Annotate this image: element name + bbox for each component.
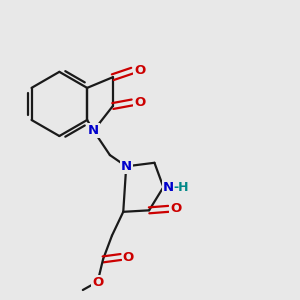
Text: O: O (134, 96, 145, 109)
Text: -H: -H (174, 181, 189, 194)
Text: N: N (163, 181, 174, 194)
Text: O: O (123, 250, 134, 263)
Text: O: O (92, 276, 103, 289)
Text: N: N (88, 124, 99, 137)
Text: N: N (121, 160, 132, 173)
Text: O: O (134, 64, 145, 77)
Text: O: O (170, 202, 182, 215)
